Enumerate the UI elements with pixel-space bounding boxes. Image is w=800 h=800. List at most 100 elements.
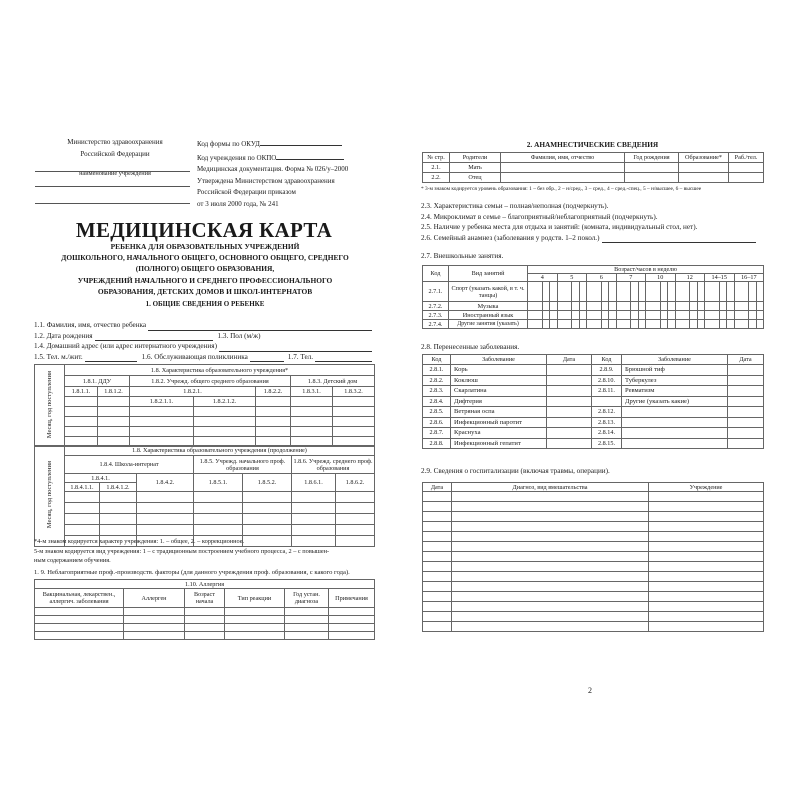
- table-cell[interactable]: [64, 416, 98, 427]
- table-cell[interactable]: [541, 310, 551, 320]
- table-cell[interactable]: [549, 281, 558, 302]
- table-cell[interactable]: [291, 513, 336, 525]
- table-cell[interactable]: [689, 301, 698, 311]
- table-cell[interactable]: [184, 623, 225, 632]
- disease-code[interactable]: [591, 395, 622, 407]
- table-cell[interactable]: [648, 491, 764, 502]
- table-cell[interactable]: [224, 607, 285, 616]
- table-cell[interactable]: [422, 531, 452, 542]
- table-cell[interactable]: [327, 623, 376, 632]
- table-cell[interactable]: [422, 611, 452, 622]
- table-cell[interactable]: [696, 319, 706, 329]
- table-cell[interactable]: [718, 310, 728, 320]
- table-cell[interactable]: [291, 502, 336, 514]
- table-cell[interactable]: [224, 631, 285, 640]
- table-cell[interactable]: [648, 531, 764, 542]
- table-cell[interactable]: [615, 319, 632, 329]
- table-cell[interactable]: [630, 281, 639, 302]
- table-cell[interactable]: [242, 502, 292, 514]
- table-cell[interactable]: [733, 301, 750, 311]
- table-cell[interactable]: [571, 281, 580, 302]
- table-cell[interactable]: [527, 310, 543, 320]
- table-cell[interactable]: [422, 541, 452, 552]
- table-cell[interactable]: [34, 623, 124, 632]
- field-line[interactable]: [249, 353, 284, 362]
- table-cell[interactable]: [184, 631, 225, 640]
- table-cell[interactable]: [608, 319, 617, 329]
- table-cell[interactable]: [674, 310, 691, 320]
- table-cell[interactable]: [422, 621, 452, 632]
- institution-line-2[interactable]: [35, 186, 190, 187]
- table-cell[interactable]: [451, 551, 649, 562]
- field-full-name[interactable]: 1.1. Фамилия, имя, отчество ребенка: [34, 320, 372, 331]
- table-cell[interactable]: [527, 281, 543, 302]
- table-cell[interactable]: [637, 310, 647, 320]
- table-cell[interactable]: [255, 416, 291, 427]
- table-cell[interactable]: [755, 310, 765, 320]
- table-cell[interactable]: [527, 319, 543, 329]
- table-cell[interactable]: [97, 426, 130, 437]
- table-cell[interactable]: [549, 319, 558, 329]
- table-cell[interactable]: [123, 631, 185, 640]
- table-cell[interactable]: [284, 615, 329, 624]
- date-cell[interactable]: [727, 416, 764, 428]
- table-cell[interactable]: [726, 310, 735, 320]
- table-cell[interactable]: [451, 621, 649, 632]
- table-cell[interactable]: [659, 319, 669, 329]
- table-cell[interactable]: [600, 319, 610, 329]
- table-cell[interactable]: [704, 319, 720, 329]
- table-cell[interactable]: [689, 281, 698, 302]
- table-cell[interactable]: [637, 301, 647, 311]
- table-cell[interactable]: [696, 281, 706, 302]
- table-cell[interactable]: [184, 615, 225, 624]
- table-cell[interactable]: [718, 319, 728, 329]
- table-cell[interactable]: [451, 511, 649, 522]
- table-cell[interactable]: [630, 319, 639, 329]
- field-line[interactable]: [148, 322, 372, 331]
- date-cell[interactable]: [727, 406, 764, 418]
- table-cell[interactable]: [451, 611, 649, 622]
- table-cell[interactable]: [648, 521, 764, 532]
- table-cell[interactable]: [136, 513, 194, 525]
- table-cell[interactable]: [451, 531, 649, 542]
- table-cell[interactable]: [726, 301, 735, 311]
- table-cell[interactable]: [99, 513, 137, 525]
- table-cell[interactable]: [255, 426, 291, 437]
- table-cell[interactable]: [290, 416, 333, 427]
- disease-name[interactable]: [621, 416, 728, 428]
- table-cell[interactable]: [64, 396, 98, 407]
- table-cell[interactable]: [422, 511, 452, 522]
- date-cell[interactable]: [546, 395, 592, 407]
- table-cell[interactable]: [451, 541, 649, 552]
- field-line[interactable]: [218, 343, 372, 352]
- table-cell[interactable]: [242, 491, 292, 503]
- table-cell[interactable]: [291, 524, 336, 536]
- table-cell[interactable]: [290, 406, 333, 417]
- table-cell[interactable]: [422, 591, 452, 602]
- table-cell[interactable]: [99, 502, 137, 514]
- table-cell[interactable]: [422, 551, 452, 562]
- table-cell[interactable]: [630, 301, 639, 311]
- table-cell[interactable]: [696, 310, 706, 320]
- table-cell[interactable]: [422, 561, 452, 572]
- table-cell[interactable]: [64, 524, 100, 536]
- okpo-code-field[interactable]: Код учреждения по ОКПО: [197, 151, 348, 165]
- table-cell[interactable]: [549, 310, 558, 320]
- table-cell[interactable]: [667, 301, 676, 311]
- table-cell[interactable]: [224, 623, 285, 632]
- table-cell[interactable]: [99, 524, 137, 536]
- date-cell[interactable]: [546, 374, 592, 386]
- table-cell[interactable]: [648, 551, 764, 562]
- table-cell[interactable]: [136, 524, 194, 536]
- table-cell[interactable]: [748, 281, 757, 302]
- date-cell[interactable]: [727, 385, 764, 397]
- date-cell[interactable]: [546, 406, 592, 418]
- table-cell[interactable]: [255, 406, 291, 417]
- table-cell[interactable]: [34, 615, 124, 624]
- table-cell[interactable]: [645, 319, 661, 329]
- table-cell[interactable]: [64, 491, 100, 503]
- table-cell[interactable]: [667, 319, 676, 329]
- table-cell[interactable]: [64, 406, 98, 417]
- table-cell[interactable]: [648, 611, 764, 622]
- table-cell[interactable]: [123, 615, 185, 624]
